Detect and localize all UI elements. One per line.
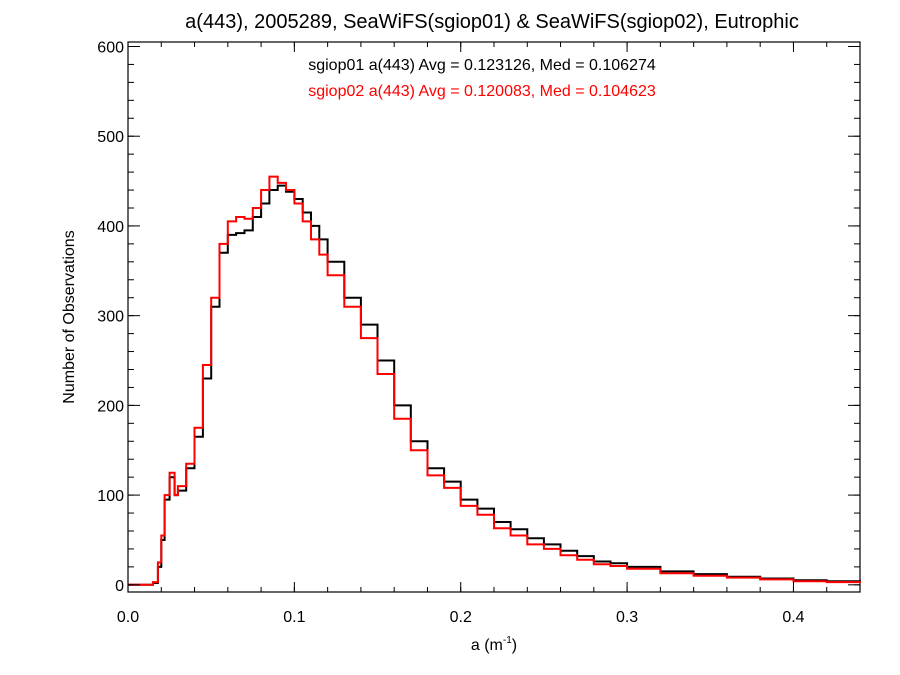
x-tick-label: 0.4 (782, 609, 804, 626)
x-axis-label: a (m-1) (471, 635, 517, 654)
x-tick-label: 0.3 (616, 609, 638, 626)
y-tick-label: 500 (97, 129, 124, 146)
y-tick-label: 100 (97, 488, 124, 505)
y-tick-label: 600 (97, 39, 124, 56)
series-2-line (128, 175, 861, 586)
tick-layer: 0.0 0.1 0.2 0.3 0.4 0 100 200 300 400 500 600 (97, 39, 861, 626)
chart-title: a(443), 2005289, SeaWiFS(sgiop01) & SeaW… (185, 11, 799, 33)
annotation-1: sgiop01 a(443) Avg = 0.123126, Med = 0.1… (308, 57, 656, 74)
y-tick-label: 400 (97, 219, 124, 236)
x-tick-label: 0.0 (117, 609, 139, 626)
series-layer (128, 175, 861, 586)
y-axis-label: Number of Observations (61, 230, 78, 403)
annotation-2: sgiop02 a(443) Avg = 0.120083, Med = 0.1… (308, 83, 656, 100)
y-tick-label: 0 (115, 578, 124, 595)
y-tick-label: 300 (97, 309, 124, 326)
x-tick-label: 0.2 (450, 609, 472, 626)
y-tick-label: 200 (97, 398, 124, 415)
annotation-layer: sgiop01 a(443) Avg = 0.123126, Med = 0.1… (308, 57, 656, 100)
x-tick-label: 0.1 (283, 609, 305, 626)
